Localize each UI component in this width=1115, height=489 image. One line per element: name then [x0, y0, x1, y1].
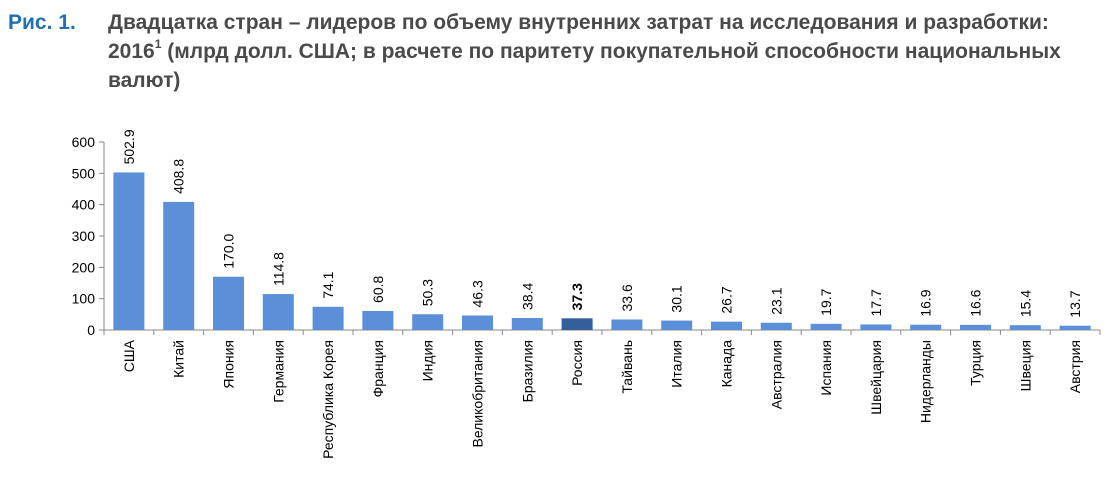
y-tick-label: 400 — [72, 197, 96, 213]
bar — [462, 315, 493, 330]
value-label: 19.7 — [818, 288, 834, 315]
x-tick-label: Австралия — [768, 340, 784, 409]
bar — [860, 324, 892, 330]
figure-title: Двадцатка стран – лидеров по объему внут… — [108, 8, 1098, 95]
bar — [910, 324, 942, 330]
x-tick-label: Швейцария — [868, 340, 884, 415]
value-label: 26.7 — [719, 286, 735, 313]
bar — [960, 324, 991, 330]
value-label: 502.9 — [121, 129, 137, 164]
value-label: 30.1 — [669, 285, 685, 312]
value-label: 16.9 — [918, 289, 934, 316]
value-label: 50.3 — [420, 279, 436, 306]
value-label: 37.3 — [569, 283, 585, 310]
bar — [1009, 325, 1041, 330]
value-labels-group: 502.9 408.8 170.0 114.8 74.1 60.8 50.3 46.3 38.4… — [121, 129, 1083, 318]
x-tick-labels-group: США Китай Япония Германия Республика Корея Фр… — [121, 339, 1083, 459]
bar — [561, 318, 593, 330]
y-tick-label: 200 — [72, 259, 96, 275]
value-label: 46.3 — [470, 280, 486, 307]
x-tick-label: Китай — [171, 340, 187, 378]
figure-title-units: (млрд долл. США; в расчете по паритету п… — [108, 40, 1061, 92]
y-tick-label: 100 — [72, 291, 96, 307]
value-label: 17.7 — [868, 289, 884, 316]
bar — [511, 317, 543, 330]
bar — [611, 319, 643, 330]
bar — [412, 314, 444, 330]
x-tick-label: Швеция — [1017, 340, 1033, 391]
bar — [810, 323, 842, 330]
bar — [661, 320, 693, 330]
x-tick-label: Республика Корея — [320, 340, 336, 459]
bar — [113, 172, 145, 330]
value-label: 38.4 — [519, 283, 535, 310]
x-tick-label: Тайвань — [619, 340, 635, 394]
x-tick-label: Австрия — [1067, 340, 1083, 393]
bars-group — [113, 172, 1091, 330]
x-tick-label: Бразилия — [519, 340, 535, 402]
x-tick-label: Россия — [569, 340, 585, 386]
y-tick-label: 500 — [72, 165, 96, 181]
figure-title-footnote: 1 — [154, 37, 162, 51]
x-tick-label: Германия — [270, 340, 286, 403]
value-label: 74.1 — [320, 271, 336, 298]
y-tick-label: 0 — [87, 322, 95, 338]
x-tick-label: Япония — [221, 340, 237, 389]
value-label: 23.1 — [768, 287, 784, 314]
x-tick-label: Нидерланды — [918, 340, 934, 423]
bar — [262, 294, 294, 330]
x-tick-label: Франция — [370, 340, 386, 397]
bar — [711, 321, 742, 330]
bar — [312, 306, 344, 330]
bar — [163, 201, 195, 330]
value-label: 170.0 — [221, 233, 237, 268]
bar — [213, 276, 244, 330]
value-label: 408.8 — [171, 159, 187, 194]
value-label: 13.7 — [1067, 290, 1083, 317]
x-tick-label: Индия — [420, 340, 436, 381]
x-tick-label: Канада — [719, 340, 735, 388]
y-tick-label: 600 — [72, 134, 96, 150]
y-tick-label: 300 — [72, 228, 96, 244]
x-tick-label: Великобритания — [470, 340, 486, 448]
value-label: 16.6 — [968, 289, 984, 316]
value-label: 15.4 — [1017, 290, 1033, 317]
figure-title-main: Двадцатка стран – лидеров по объему внут… — [108, 11, 1049, 63]
x-tick-label: Испания — [818, 340, 834, 396]
value-label: 33.6 — [619, 284, 635, 311]
x-tick-label: Турция — [968, 340, 984, 386]
value-label: 114.8 — [270, 252, 286, 286]
x-tick-label: США — [121, 339, 137, 372]
x-tick-label: Италия — [669, 340, 685, 388]
figure-label: Рис. 1. — [8, 11, 76, 34]
bar — [760, 322, 792, 330]
bar — [362, 310, 394, 330]
bar — [1059, 325, 1091, 330]
value-label: 60.8 — [370, 275, 386, 302]
